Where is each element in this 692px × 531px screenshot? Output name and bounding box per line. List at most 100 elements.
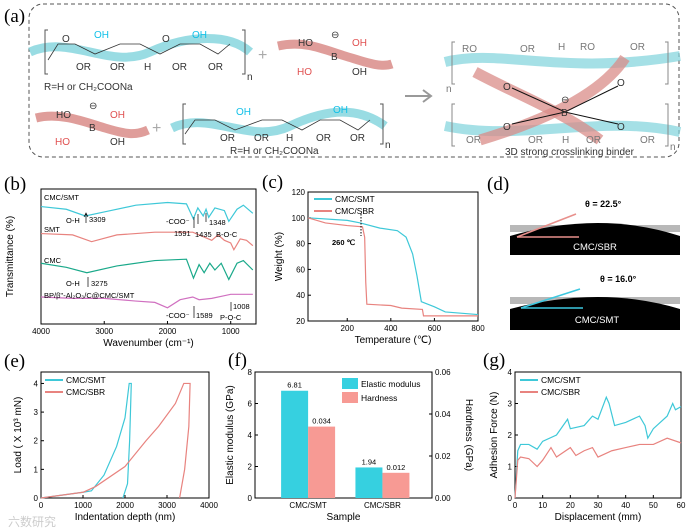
or-label: OR: [466, 135, 481, 146]
series-line-cmc-sbr: [40, 382, 191, 499]
panel-label-a: (a): [4, 6, 25, 27]
y-axis-label: Weight (%): [274, 232, 285, 281]
x-tick-label: 60: [677, 501, 686, 510]
x-tick-label: 800: [471, 324, 485, 333]
y-axis-label: Load ( X 10³ mN): [13, 397, 24, 474]
annotation: -COO⁻: [166, 311, 190, 320]
y-axis-label: Transmittance (%): [5, 216, 16, 297]
legend-label: CMC/SBR: [66, 387, 105, 397]
oh-label: OH: [352, 38, 367, 49]
h-label: H: [286, 133, 293, 144]
bar-hardness: [382, 472, 410, 498]
or-label: OR: [110, 62, 125, 73]
x-axis-label: Indentation depth (nm): [75, 512, 176, 523]
oh-label: OH: [110, 137, 125, 148]
r-definition: R=H or CH₂COONa: [44, 82, 133, 93]
y-tick-label: 40: [296, 291, 305, 300]
or-label: OR: [528, 135, 543, 146]
y-tick-label: 100: [292, 214, 306, 223]
annotation: P-O-C: [220, 313, 242, 322]
or-label: OR: [586, 135, 601, 146]
x-tick-label: 40: [621, 501, 630, 510]
cmc-chain-band: [170, 107, 388, 137]
x-tick-label: 0: [513, 501, 518, 510]
annotation: 1008: [233, 302, 250, 311]
panel-label-f: (f): [228, 350, 247, 371]
annotation: 1589: [196, 311, 213, 320]
y-tick-label: 60: [296, 265, 305, 274]
legend-swatch: [342, 378, 358, 389]
x-tick-label: 400: [384, 324, 398, 333]
or-label: OR: [76, 62, 91, 73]
tangent-line: [516, 213, 577, 238]
oh-label: OH: [352, 67, 367, 78]
x-tick-label: 4000: [32, 327, 50, 336]
legend-label: CMC/SBR: [335, 206, 374, 216]
y-tick-label: 4: [248, 431, 253, 440]
x-tick-label: 200: [341, 324, 355, 333]
oxygen-label: O: [503, 82, 511, 93]
y-right-axis-label: Hardness (GPa): [463, 399, 474, 471]
legend-label: Hardness: [361, 393, 397, 403]
sample-label: CMC/SMT: [575, 315, 620, 326]
bracket: [44, 29, 246, 75]
ho-label: HO: [55, 137, 70, 148]
legend-label: CMC/SMT: [541, 375, 581, 385]
bar-hardness: [308, 426, 336, 498]
y-tick-label: 0: [248, 494, 253, 503]
h-label: H: [558, 42, 565, 53]
series-line-cmc-smt: [307, 217, 479, 316]
y-axis-label: Elastic modulus (GPa): [225, 385, 236, 484]
oxygen-label: O: [617, 78, 625, 89]
x-tick-label: 4000: [200, 501, 218, 510]
x-tick-label: 30: [594, 501, 603, 510]
x-tick-label: CMC/SBR: [364, 501, 401, 510]
or-label: OR: [220, 133, 235, 144]
nanoindentation-chart: 0 1000 2000 3000 4000 0 1 2 3 4 Indentation depth …: [13, 371, 218, 523]
annotation: O-H: [66, 216, 80, 225]
watermark: 六数研究: [8, 514, 56, 529]
onset-temperature-label: 260 ℃: [332, 238, 356, 247]
x-axis-label: Displacement (mm): [555, 512, 642, 523]
y-tick-label: 8: [248, 368, 253, 377]
y-tick-label: 2: [248, 463, 253, 472]
oxygen-label: O: [62, 34, 70, 45]
product-label: 3D strong crosslinking binder: [505, 147, 635, 158]
y-tick-label: 1: [508, 463, 513, 472]
or-label: OR: [520, 44, 535, 55]
y-tick-label: 1: [34, 465, 39, 474]
panel-label-e: (e): [4, 351, 25, 372]
x-axis-label: Sample: [327, 512, 361, 523]
oh-label: OH: [110, 110, 125, 121]
panel-label-c: (c): [262, 172, 283, 193]
boron-label: B: [561, 108, 568, 119]
x-tick-label: 0: [39, 501, 44, 510]
or-label: OR: [630, 42, 645, 53]
y-tick-label: 2: [34, 437, 39, 446]
ro-label: RO: [580, 42, 595, 53]
x-tick-label: 20: [566, 501, 575, 510]
x-tick-label: 600: [428, 324, 442, 333]
legend-label: CMC/SMT: [66, 375, 106, 385]
scheme-border: [28, 3, 680, 158]
annotation: O-H: [66, 279, 80, 288]
annotation: 3309: [89, 215, 106, 224]
or-label: OR: [172, 62, 187, 73]
series-label: CMC: [44, 256, 62, 265]
modulus-hardness-bar-chart: 0 2 4 6 8 0.00 0.02 0.04 0.06 Sample Elastic modul…: [225, 368, 474, 523]
borate-band: [34, 111, 150, 139]
hydroxyl-label: OH: [236, 107, 251, 118]
y-right-tick-label: 0.02: [435, 452, 451, 461]
y-axis-label: Adhesion Force (N): [489, 392, 500, 479]
contact-angle-value: θ = 16.0°: [600, 274, 637, 284]
charge-label: ⊖: [331, 30, 339, 41]
annotation: 1348: [209, 218, 226, 227]
r-definition: R=H or CH₂COONa: [230, 146, 319, 157]
bar-value-label: 6.81: [287, 381, 302, 390]
y-tick-label: 2: [508, 431, 513, 440]
x-tick-label: 10: [538, 501, 547, 510]
y-tick-label: 3: [34, 408, 39, 417]
ho-label: HO: [56, 110, 71, 121]
hydroxyl-label: OH: [192, 30, 207, 41]
